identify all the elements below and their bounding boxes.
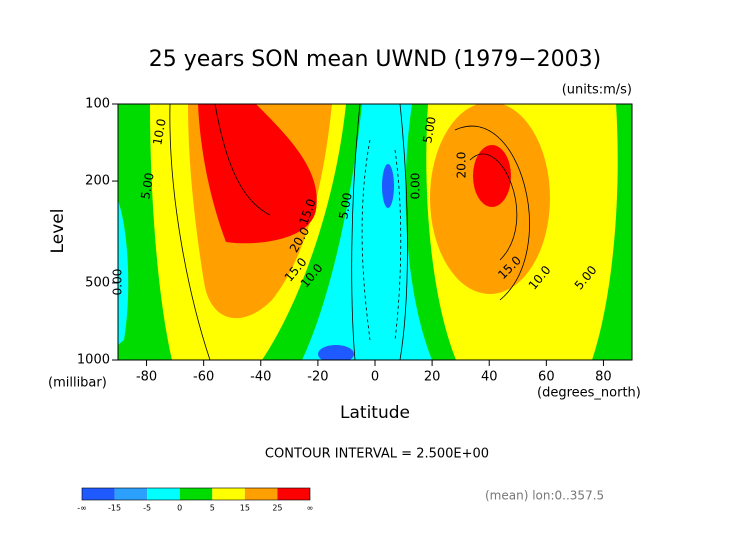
contour-label: 0.00	[111, 269, 125, 296]
colorbar-segment	[147, 488, 180, 500]
colorbar-label: 15	[240, 504, 250, 513]
x-tick-label: -80	[136, 370, 157, 385]
contour-band	[198, 104, 317, 244]
contour-label: 10.0	[150, 118, 168, 147]
footer: (mean) lon:0..357.5	[485, 489, 604, 503]
colorbar-frame	[81, 487, 311, 501]
colorbar-label: -15	[108, 504, 121, 513]
contour-label: 5.00	[420, 116, 438, 145]
x-tick-label: 60	[538, 370, 555, 385]
contour-line-negative	[361, 139, 371, 341]
colorbar-segment	[244, 488, 278, 500]
x-unit: (degrees_north)	[537, 386, 641, 401]
contour-band	[382, 164, 394, 208]
colorbar-segment	[82, 488, 115, 500]
contour-line	[169, 104, 211, 360]
contour-label: 0.00	[409, 173, 423, 200]
colorbar-high: ∞	[307, 504, 314, 513]
y-tick-label: 200	[85, 174, 110, 189]
x-axis-label: Latitude	[340, 403, 410, 423]
y-unit: (millibar)	[48, 376, 107, 391]
contour-label: 5.00	[336, 192, 354, 221]
contour-line-negative	[394, 149, 402, 341]
contour-band	[473, 145, 511, 207]
colorbar-segment	[179, 488, 213, 500]
contour-line	[351, 104, 361, 360]
chart-title: 25 years SON mean UWND (1979−2003)	[149, 47, 601, 72]
contour-line	[214, 104, 271, 216]
x-tick-label: 0	[371, 370, 379, 385]
contour-band	[318, 345, 354, 360]
colorbar-low: -∞	[77, 504, 87, 513]
contour-line	[469, 153, 518, 261]
colorbar-label: 5	[210, 504, 215, 513]
contour-label: 20.0	[455, 152, 469, 179]
colorbar-segment	[212, 488, 245, 500]
x-tick-label: -40	[250, 370, 271, 385]
contour-interval: CONTOUR INTERVAL = 2.500E+00	[265, 447, 489, 462]
x-tick-label: 20	[424, 370, 441, 385]
colorbar-segment	[277, 488, 310, 500]
colorbar-segment	[114, 488, 148, 500]
colorbar-label: 25	[272, 504, 282, 513]
colorbar-label: 0	[177, 504, 182, 513]
x-tick-label: 80	[595, 370, 612, 385]
units-label: (units:m/s)	[562, 83, 632, 98]
y-tick-label: 100	[85, 97, 110, 112]
x-tick-label: -20	[307, 370, 328, 385]
colorbar-label: -5	[143, 504, 151, 513]
contour-line	[399, 104, 408, 360]
y-tick-label: 500	[85, 275, 110, 290]
contour-fill	[118, 104, 632, 360]
contour-label: 5.00	[138, 172, 156, 201]
y-tick-label: 1000	[77, 353, 110, 368]
x-tick-label: 40	[481, 370, 498, 385]
contour-band	[118, 200, 129, 345]
x-tick-label: -60	[193, 370, 214, 385]
plot-area: 10.05.000.0015.020.015.010.05.000.005.00…	[111, 103, 633, 361]
y-axis-label: Level	[48, 209, 68, 254]
